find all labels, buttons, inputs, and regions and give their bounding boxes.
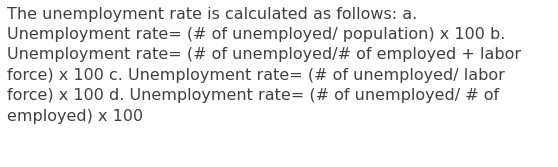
- Text: The unemployment rate is calculated as follows: a.
Unemployment rate= (# of unem: The unemployment rate is calculated as f…: [7, 7, 521, 124]
